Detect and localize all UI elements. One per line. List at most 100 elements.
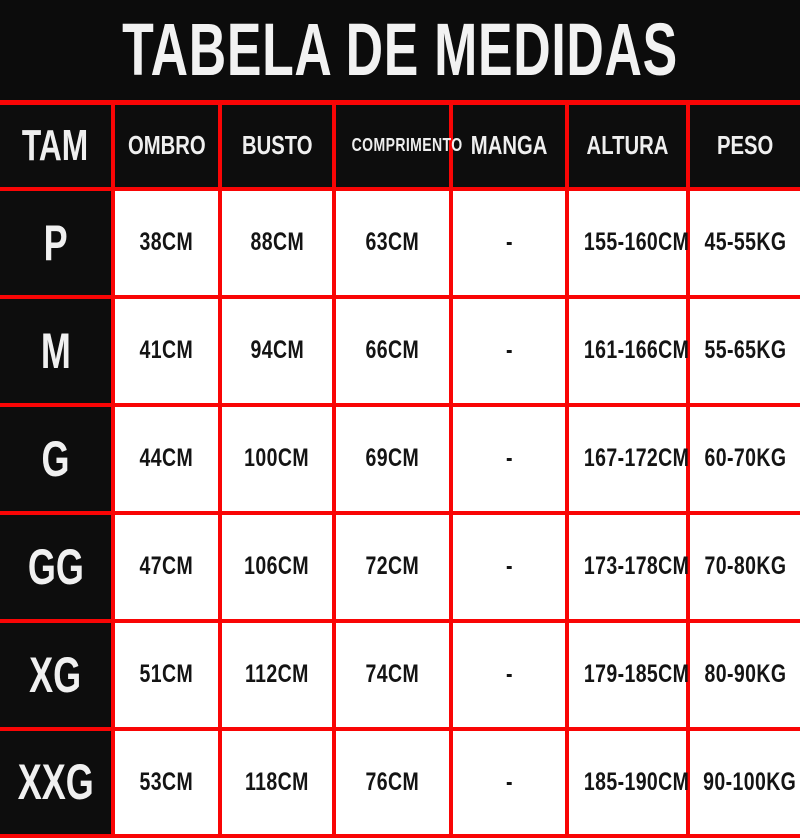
size-label-cell: G bbox=[0, 402, 115, 515]
measurement-cell-altura: 155-160CM bbox=[565, 186, 690, 299]
size-label: XG bbox=[29, 646, 82, 703]
size-label: GG bbox=[27, 538, 84, 595]
measurement-cell-manga: - bbox=[449, 294, 569, 407]
measurement-value: 106CM bbox=[244, 552, 310, 580]
measurement-value: 51CM bbox=[139, 660, 194, 688]
measurement-cell-busto: 112CM bbox=[218, 618, 336, 731]
measurement-cell-manga: - bbox=[449, 402, 569, 515]
measurement-value: 88CM bbox=[250, 228, 304, 256]
column-header-label: OMBRO bbox=[127, 130, 206, 161]
measurement-cell-peso: 45-55KG bbox=[686, 186, 800, 299]
measurement-value: - bbox=[505, 767, 513, 796]
measurement-cell-altura: 179-185CM bbox=[565, 618, 690, 731]
measurement-value: 76CM bbox=[365, 767, 420, 796]
table-row-xg: XG 51CM 112CM 74CM - 179-185CM 80-90KG bbox=[0, 618, 800, 731]
measurement-cell-ombro: 41CM bbox=[111, 294, 222, 407]
measurement-value: 94CM bbox=[250, 336, 304, 364]
measurement-cell-ombro: 51CM bbox=[111, 618, 222, 731]
size-label: P bbox=[43, 214, 68, 271]
size-label-cell: XG bbox=[0, 618, 115, 731]
table-row-g: G 44CM 100CM 69CM - 167-172CM 60-70KG bbox=[0, 402, 800, 515]
measurement-cell-comprimento: 72CM bbox=[332, 510, 453, 623]
size-label: M bbox=[40, 322, 71, 379]
measurement-cell-comprimento: 74CM bbox=[332, 618, 453, 731]
measurement-value: 167-172CM bbox=[583, 444, 690, 472]
column-header-peso: PESO bbox=[686, 100, 800, 191]
table-row-gg: GG 47CM 106CM 72CM - 173-178CM 70-80KG bbox=[0, 510, 800, 623]
measurement-cell-manga: - bbox=[449, 618, 569, 731]
size-label-cell: XXG bbox=[0, 726, 115, 838]
measurement-cell-altura: 173-178CM bbox=[565, 510, 690, 623]
measurement-cell-busto: 118CM bbox=[218, 726, 336, 838]
column-header-manga: MANGA bbox=[449, 100, 569, 191]
header-row: TAM OMBRO BUSTO COMPRIMENTO MANGA ALTURA… bbox=[0, 100, 800, 191]
column-header-busto: BUSTO bbox=[218, 100, 336, 191]
measurements-table: TAM OMBRO BUSTO COMPRIMENTO MANGA ALTURA… bbox=[0, 100, 800, 838]
column-header-label: TAM bbox=[22, 120, 89, 170]
measurement-value: 80-90KG bbox=[704, 660, 786, 688]
measurement-cell-manga: - bbox=[449, 186, 569, 299]
column-header-comprimento: COMPRIMENTO bbox=[332, 100, 462, 191]
measurement-value: - bbox=[505, 444, 513, 472]
measurement-value: - bbox=[505, 336, 513, 364]
measurement-value: 185-190CM bbox=[583, 767, 690, 796]
measurement-value: 179-185CM bbox=[583, 660, 690, 688]
size-label-cell: P bbox=[0, 186, 115, 299]
measurement-value: 118CM bbox=[245, 767, 309, 796]
measurement-cell-peso: 60-70KG bbox=[686, 402, 800, 515]
measurement-value: - bbox=[505, 552, 513, 580]
size-label-cell: M bbox=[0, 294, 115, 407]
measurement-cell-ombro: 38CM bbox=[111, 186, 222, 299]
measurement-value: 55-65KG bbox=[704, 336, 786, 364]
measurement-value: 90-100KG bbox=[703, 767, 797, 796]
measurement-value: - bbox=[505, 228, 513, 256]
measurement-value: 47CM bbox=[139, 552, 194, 580]
column-header-altura: ALTURA bbox=[565, 100, 690, 191]
measurement-value: 70-80KG bbox=[704, 552, 786, 580]
measurement-cell-manga: - bbox=[449, 726, 569, 838]
table-row-xxg: XXG 53CM 118CM 76CM - 185-190CM 90-100KG bbox=[0, 726, 800, 838]
measurement-value: 69CM bbox=[365, 444, 420, 472]
title-band: TABELA DE MEDIDAS bbox=[0, 0, 800, 100]
measurement-value: 53CM bbox=[139, 767, 194, 796]
measurement-cell-comprimento: 69CM bbox=[332, 402, 453, 515]
column-header-ombro: OMBRO bbox=[111, 100, 222, 191]
measurement-cell-peso: 80-90KG bbox=[686, 618, 800, 731]
measurement-cell-comprimento: 66CM bbox=[332, 294, 453, 407]
measurement-value: 41CM bbox=[139, 336, 194, 364]
measurement-cell-altura: 167-172CM bbox=[565, 402, 690, 515]
measurement-value: 66CM bbox=[365, 336, 420, 364]
measurement-cell-comprimento: 63CM bbox=[332, 186, 453, 299]
column-header-tam: TAM bbox=[0, 100, 115, 191]
measurement-value: 161-166CM bbox=[583, 336, 690, 364]
measurement-cell-peso: 90-100KG bbox=[686, 726, 800, 838]
measurement-value: 72CM bbox=[365, 552, 420, 580]
column-header-label: PESO bbox=[716, 130, 774, 161]
measurement-cell-ombro: 53CM bbox=[111, 726, 222, 838]
measurement-cell-ombro: 44CM bbox=[111, 402, 222, 515]
measurement-value: 44CM bbox=[139, 444, 194, 472]
measurement-cell-peso: 70-80KG bbox=[686, 510, 800, 623]
column-header-label: MANGA bbox=[470, 130, 548, 161]
measurement-value: 45-55KG bbox=[704, 228, 786, 256]
measurement-cell-peso: 55-65KG bbox=[686, 294, 800, 407]
page-title: TABELA DE MEDIDAS bbox=[122, 8, 678, 91]
measurement-cell-altura: 185-190CM bbox=[565, 726, 690, 838]
measurement-value: 63CM bbox=[365, 228, 420, 256]
measurement-cell-ombro: 47CM bbox=[111, 510, 222, 623]
measurement-value: 173-178CM bbox=[583, 552, 690, 580]
measurement-value: 100CM bbox=[244, 444, 310, 472]
table-row-p: P 38CM 88CM 63CM - 155-160CM 45-55KG bbox=[0, 186, 800, 299]
size-label: XXG bbox=[17, 754, 94, 811]
measurement-cell-busto: 88CM bbox=[218, 186, 336, 299]
measurement-value: 74CM bbox=[365, 660, 420, 688]
measurement-value: 112CM bbox=[245, 660, 309, 688]
measurement-cell-busto: 100CM bbox=[218, 402, 336, 515]
measurement-cell-altura: 161-166CM bbox=[565, 294, 690, 407]
measurement-cell-busto: 106CM bbox=[218, 510, 336, 623]
measurement-value: 155-160CM bbox=[583, 228, 690, 256]
measurement-value: - bbox=[505, 660, 513, 688]
column-header-label: BUSTO bbox=[241, 130, 313, 161]
measurement-cell-comprimento: 76CM bbox=[332, 726, 453, 838]
